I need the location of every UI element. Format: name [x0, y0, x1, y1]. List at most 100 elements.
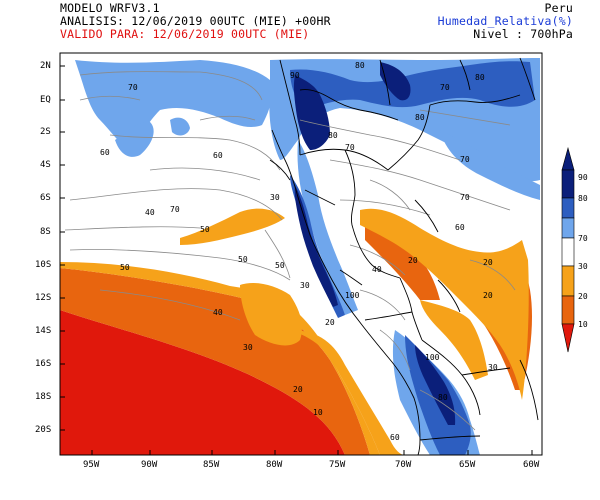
- rh-field-70-80-ridge: [297, 140, 358, 315]
- colorbar-label: 70: [578, 234, 588, 243]
- contour-label: 40: [372, 265, 382, 274]
- variable-name: Humedad_Relativa(%): [437, 14, 573, 28]
- contour-label: 30: [488, 363, 498, 372]
- colorbar-seg-10-20: [561, 295, 575, 325]
- lat-label: 6S: [40, 193, 51, 203]
- lon-label: 60W: [523, 460, 540, 470]
- rh-field-0-10: [60, 310, 345, 455]
- colorbar-seg-30-70: [561, 237, 575, 267]
- lon-label: 70W: [395, 460, 412, 470]
- contour-label: 20: [325, 318, 335, 327]
- contour-label: 80: [328, 131, 338, 140]
- lat-label: 2S: [40, 127, 51, 137]
- contour-label: 40: [145, 208, 155, 217]
- colorbar: [561, 146, 575, 353]
- contour-label: 70: [170, 205, 180, 214]
- contour-label: 70: [345, 143, 355, 152]
- contour-label: 80: [415, 113, 425, 122]
- contour-label: 60: [100, 148, 110, 157]
- contour-label: 50: [120, 263, 130, 272]
- contour-label: 30: [270, 193, 280, 202]
- analysis-time: ANALISIS: 12/06/2019 00UTC (MIE) +00HR: [60, 14, 331, 28]
- rh-field-90-100-ne: [380, 62, 411, 101]
- valid-time: VALIDO PARA: 12/06/2019 00UTC (MIE): [60, 27, 310, 41]
- contour-label: 50: [200, 225, 210, 234]
- rh-field-70-80-blob: [115, 121, 154, 157]
- contour-label: 30: [300, 281, 310, 290]
- colorbar-seg-80-90: [561, 169, 575, 199]
- colorbar-seg-70-80: [561, 197, 575, 219]
- lon-label: 90W: [141, 460, 158, 470]
- colorbar-label: 80: [578, 194, 588, 203]
- contour-label: 70: [440, 83, 450, 92]
- contour-label: 70: [460, 155, 470, 164]
- colorbar-label: 10: [578, 320, 588, 329]
- contour-label: 90: [290, 71, 300, 80]
- contour-label: 50: [275, 261, 285, 270]
- contour-label: 80: [355, 61, 365, 70]
- lat-label: 20S: [35, 425, 52, 435]
- rh-field-90-100-north: [293, 75, 330, 150]
- contour-label: 50: [238, 255, 248, 264]
- lat-ticks: [60, 65, 65, 431]
- lat-label: EQ: [40, 95, 51, 105]
- rh-field-80-90-north: [290, 61, 535, 110]
- pressure-level: Nivel : 700hPa: [473, 27, 573, 41]
- lat-label: 2N: [40, 61, 51, 71]
- contour-label: 70: [128, 83, 138, 92]
- lon-label: 65W: [459, 460, 476, 470]
- rh-field-10-20-north: [365, 220, 440, 300]
- contour-label: 70: [460, 193, 470, 202]
- contour-label: 10: [313, 408, 323, 417]
- contour-label: 20: [483, 258, 493, 267]
- colorbar-seg-20-30: [561, 265, 575, 297]
- rh-field-90-100-ridge: [294, 185, 338, 307]
- contour-label: 60: [390, 433, 400, 442]
- lon-label: 75W: [329, 460, 346, 470]
- contour-label: 80: [438, 393, 448, 402]
- lon-label: 80W: [266, 460, 283, 470]
- lat-label: 10S: [35, 260, 52, 270]
- rh-field-70-80-islet: [170, 117, 190, 136]
- map-frame: [59, 52, 543, 456]
- lat-label: 18S: [35, 392, 52, 402]
- contour-label: 60: [213, 151, 223, 160]
- colorbar-label: 30: [578, 262, 588, 271]
- contour-label: 60: [455, 223, 465, 232]
- colorbar-seg-0-10: [561, 323, 575, 353]
- contour-label: 20: [293, 385, 303, 394]
- rh-field-20-30-band: [180, 208, 285, 245]
- lon-ticks: [91, 450, 533, 455]
- colorbar-seg-70-80b: [561, 217, 575, 239]
- lon-label: 95W: [83, 460, 100, 470]
- model-title: MODELO WRFV3.1: [60, 1, 160, 15]
- rh-contours: [64, 71, 516, 431]
- colorbar-label: 90: [578, 173, 588, 182]
- rh-field-70-80-ne: [440, 130, 540, 200]
- colorbar-seg-90-100: [561, 146, 575, 171]
- rh-field-10-20-west: [60, 268, 370, 455]
- contour-label: 80: [475, 73, 485, 82]
- lat-label: 8S: [40, 227, 51, 237]
- contour-label: 30: [243, 343, 253, 352]
- contour-label: 100: [345, 291, 360, 300]
- rh-field-20-30-central: [290, 330, 405, 455]
- country-borders: [269, 57, 539, 455]
- contour-label: 20: [483, 291, 493, 300]
- rh-field-70-80-nw: [75, 60, 273, 150]
- contour-label: 100: [425, 353, 440, 362]
- colorbar-label: 20: [578, 292, 588, 301]
- region-name: Peru: [544, 1, 573, 15]
- contour-label: 40: [213, 308, 223, 317]
- rh-field-20-30-east: [360, 208, 529, 400]
- lon-label: 85W: [203, 460, 220, 470]
- lat-label: 14S: [35, 326, 52, 336]
- rh-field-20-30-plateau: [240, 283, 302, 346]
- contour-label: 20: [408, 256, 418, 265]
- rh-field-20-30-inland: [420, 300, 488, 380]
- lat-label: 12S: [35, 293, 52, 303]
- lat-label: 16S: [35, 359, 52, 369]
- contour-value-labels: 70 70 80 80 80 80 70 60 60 70 70 70 90 6…: [100, 61, 498, 442]
- lat-label: 4S: [40, 160, 51, 170]
